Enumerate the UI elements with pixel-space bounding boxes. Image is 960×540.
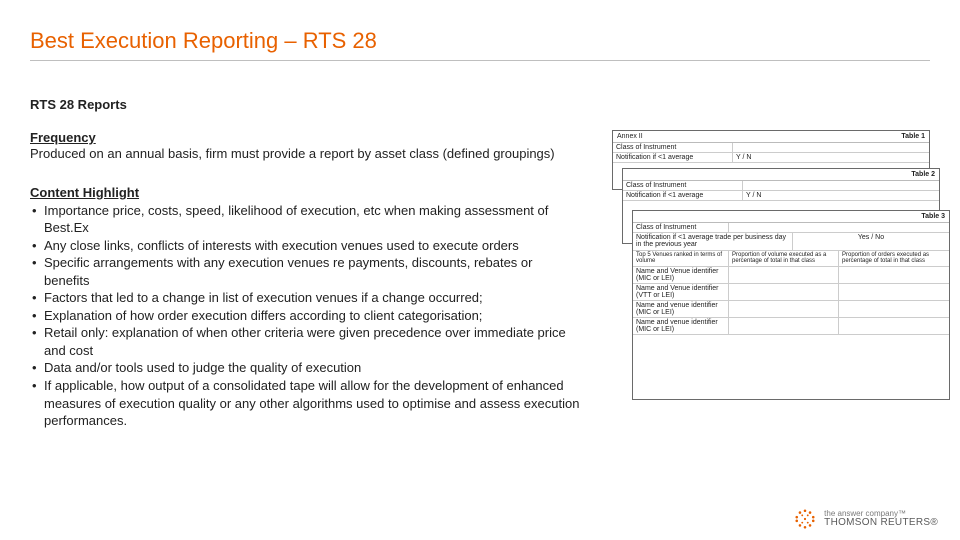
cell — [839, 301, 949, 317]
list-item: Specific arrangements with any execution… — [30, 254, 580, 289]
cell — [729, 301, 839, 317]
annex-label: Annex II — [617, 133, 643, 140]
table-label: Table 2 — [911, 171, 935, 178]
cell: Class of Instrument — [613, 143, 733, 152]
cell: Name and venue identifier (MIC or LEI) — [633, 301, 729, 317]
cell — [839, 284, 949, 300]
slide: Best Execution Reporting – RTS 28 RTS 28… — [0, 0, 960, 540]
cell: Notification if <1 average trade per bus… — [633, 233, 793, 250]
col-header: Top 5 Venues ranked in terms of volume — [633, 251, 729, 266]
cell: Name and Venue identifier (MIC or LEI) — [633, 267, 729, 283]
col-header: Proportion of volume executed as a perce… — [729, 251, 839, 266]
cell: Class of Instrument — [623, 181, 743, 190]
table-label: Table 1 — [901, 133, 925, 140]
cell — [729, 318, 839, 334]
cell — [733, 143, 929, 152]
table-card-3: Table 3 Class of Instrument Notification… — [632, 210, 950, 400]
cell — [729, 267, 839, 283]
content-highlight-list: Importance price, costs, speed, likeliho… — [30, 202, 580, 430]
slide-title: Best Execution Reporting – RTS 28 — [30, 28, 930, 54]
tables-preview: Annex II Table 1 Class of Instrument Not… — [612, 130, 942, 410]
list-item: Retail only: explanation of when other c… — [30, 324, 580, 359]
frequency-body: Produced on an annual basis, firm must p… — [30, 145, 580, 163]
title-divider — [30, 60, 930, 61]
list-item: Any close links, conflicts of interests … — [30, 237, 580, 255]
footer: the answer company™ THOMSON REUTERS® — [794, 508, 938, 530]
cell — [729, 284, 839, 300]
cell: Class of Instrument — [633, 223, 729, 232]
footer-brand: THOMSON REUTERS® — [824, 518, 938, 529]
list-item: Factors that led to a change in list of … — [30, 289, 580, 307]
list-item: If applicable, how output of a consolida… — [30, 377, 580, 430]
cell: Notification if <1 average — [613, 153, 733, 162]
cell: Y / N — [743, 191, 939, 200]
cell: Y / N — [733, 153, 929, 162]
list-item: Data and/or tools used to judge the qual… — [30, 359, 580, 377]
cell — [839, 318, 949, 334]
cell — [839, 267, 949, 283]
cell: Name and Venue identifier (VTT or LEI) — [633, 284, 729, 300]
thomson-reuters-logo-icon — [794, 508, 816, 530]
cell: Name and venue identifier (MIC or LEI) — [633, 318, 729, 334]
cell: Notification if <1 average — [623, 191, 743, 200]
list-item: Explanation of how order execution diffe… — [30, 307, 580, 325]
footer-text: the answer company™ THOMSON REUTERS® — [824, 510, 938, 529]
table-label: Table 3 — [921, 213, 945, 220]
cell — [729, 223, 949, 232]
col-header: Proportion of orders executed as percent… — [839, 251, 949, 266]
subheading: RTS 28 Reports — [30, 97, 930, 112]
cell: Yes / No — [793, 233, 949, 250]
cell — [743, 181, 939, 190]
list-item: Importance price, costs, speed, likeliho… — [30, 202, 580, 237]
